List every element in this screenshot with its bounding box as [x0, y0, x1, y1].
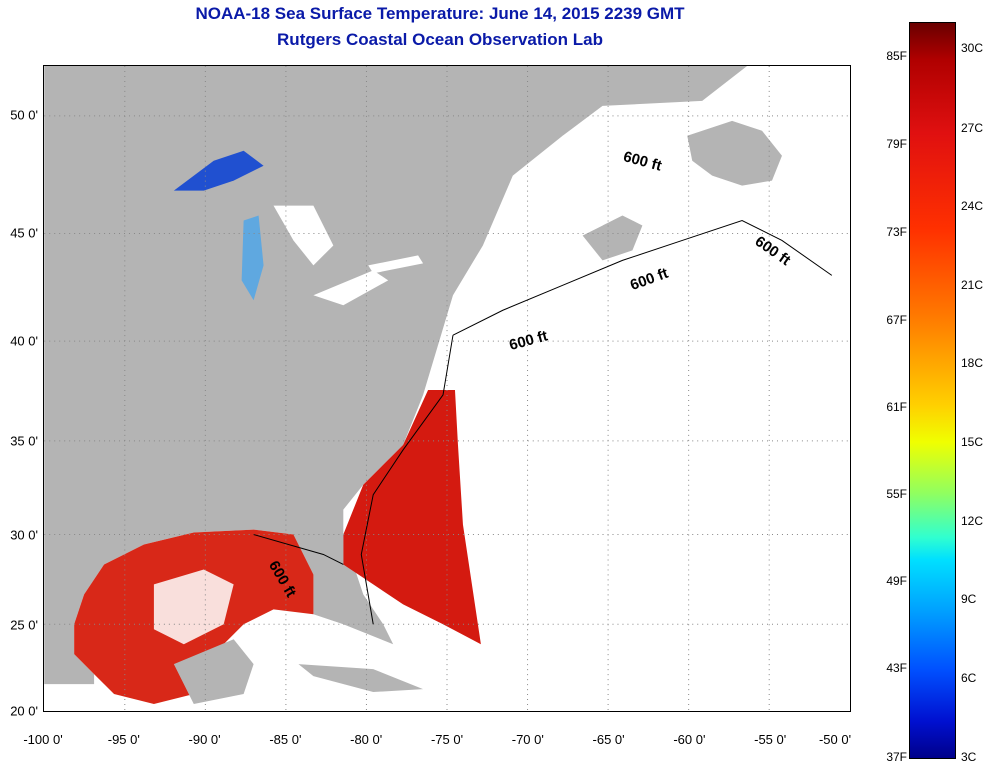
x-tick-label: -60 0' [673, 732, 706, 747]
colorbar-fahrenheit-label: 49F [886, 574, 907, 588]
colorbar-celsius-label: 24C [961, 199, 984, 213]
sst-atlantic [343, 389, 481, 645]
contour-label-4: 600 ft [507, 327, 549, 354]
lake-ontario [368, 255, 424, 274]
x-tick-label: -100 0' [23, 732, 63, 747]
colorbar-celsius-label: 18C [961, 356, 984, 370]
temperature-colorbar [909, 22, 956, 759]
x-tick-label: -65 0' [592, 732, 625, 747]
x-tick-label: -75 0' [430, 732, 464, 747]
colorbar-fahrenheit-label: 79F [886, 137, 907, 151]
gulf-st-lawrence [542, 115, 683, 246]
lake-superior [173, 150, 264, 191]
land-nova-scotia [582, 215, 643, 261]
y-tick-label: 45 0' [10, 225, 38, 241]
colorbar-celsius-label: 15C [961, 435, 984, 449]
colorbar-fahrenheit-label: 67F [886, 313, 907, 327]
colorbar-celsius-label: 6C [961, 671, 977, 685]
colorbar-celsius-label: 27C [961, 121, 984, 135]
map-subtitle: Rutgers Coastal Ocean Observation Lab [277, 30, 603, 49]
lake-erie [313, 270, 389, 306]
x-tick-label: -90 0' [188, 732, 221, 747]
lake-michigan [241, 215, 264, 301]
lake-huron [273, 205, 334, 266]
y-tick-label: 20 0' [10, 703, 38, 719]
x-tick-label: -80 0' [350, 732, 383, 747]
y-tick-label: 30 0' [10, 527, 38, 543]
contour-label-2: 600 ft [752, 233, 794, 269]
colorbar-celsius-label: 21C [961, 278, 984, 292]
y-tick-label: 25 0' [10, 617, 38, 633]
sst-map: 600 ft 600 ft 600 ft 600 ft 600 ft [43, 65, 851, 712]
colorbar-celsius-label: 3C [961, 750, 977, 764]
colorbar-celsius-label: 12C [961, 514, 984, 528]
colorbar-fahrenheit-label: 43F [886, 661, 907, 675]
depth-contour-600ft [253, 219, 833, 625]
sst-clouds [153, 569, 234, 645]
y-tick-label: 50 0' [10, 107, 38, 123]
x-tick-label: -55 0' [754, 732, 787, 747]
land-newfoundland [687, 120, 782, 186]
colorbar-fahrenheit-label: 61F [886, 400, 907, 414]
land-cuba [298, 664, 424, 693]
contour-label-3: 600 ft [628, 265, 671, 294]
y-tick-label: 40 0' [10, 333, 38, 349]
x-tick-label: -50 0' [818, 732, 852, 747]
colorbar-fahrenheit-label: 73F [886, 225, 907, 239]
colorbar-fahrenheit-label: 55F [886, 487, 907, 501]
colorbar-fahrenheit-label: 85F [886, 49, 907, 63]
x-tick-label: -95 0' [107, 732, 140, 747]
land-yucatan [173, 639, 254, 705]
map-title: NOAA-18 Sea Surface Temperature: June 14… [195, 4, 685, 23]
colorbar-fahrenheit-label: 37F [886, 750, 907, 764]
colorbar-celsius-label: 9C [961, 592, 977, 606]
land-mass [44, 66, 748, 685]
colorbar-celsius-label: 30C [961, 41, 984, 55]
y-tick-label: 35 0' [10, 433, 38, 449]
x-tick-label: -70 0' [511, 732, 544, 747]
x-tick-label: -85 0' [269, 732, 302, 747]
land-florida [293, 534, 354, 625]
